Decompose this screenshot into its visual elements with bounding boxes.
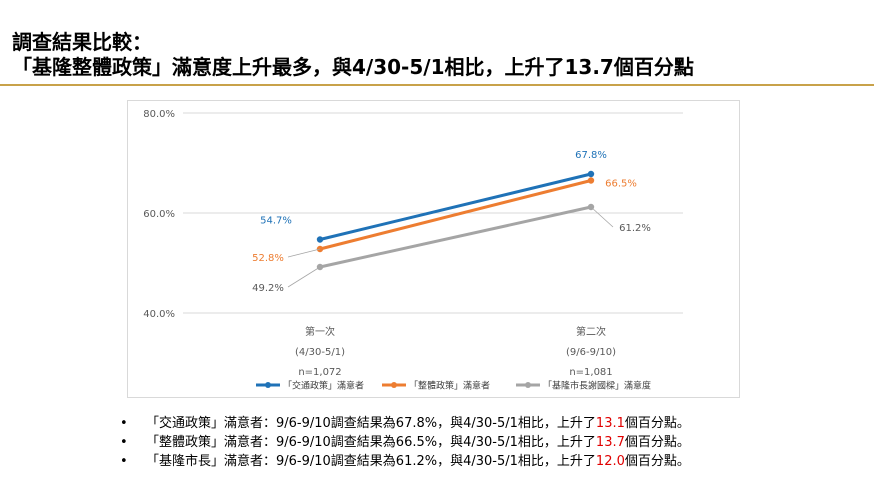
summary-item-traffic: • 「交通政策」滿意者：9/6-9/10調查結果為67.8%，與4/30-5/1… [118, 414, 858, 433]
chart-panel: 80.0% 60.0% 40.0% 第一次 (4/30-5/1) n=1,072 第二次 (9… [127, 100, 740, 398]
x-tick-label: n=1,081 [569, 367, 612, 378]
summary-item-overall: • 「整體政策」滿意者：9/6-9/10調查結果為66.5%，與4/30-5/1… [118, 433, 858, 452]
summary-suffix: 個百分點。 [624, 416, 690, 431]
label-leader [590, 206, 614, 228]
summary-suffix: 個百分點。 [624, 435, 690, 450]
summary-list: • 「交通政策」滿意者：9/6-9/10調查結果為67.8%，與4/30-5/1… [118, 414, 858, 471]
legend-marker [525, 382, 531, 388]
summary-value: 12.0 [595, 454, 625, 469]
legend-marker [265, 382, 271, 388]
x-tick-label: (9/6-9/10) [566, 347, 616, 358]
data-point [587, 170, 595, 178]
data-label: 61.2% [619, 223, 651, 234]
x-tick-label: 第二次 [576, 325, 606, 338]
series-line [319, 172, 592, 241]
data-label: 52.8% [252, 253, 284, 264]
bullet-marker: • [120, 416, 128, 431]
legend-label: 「基隆市長謝國樑」滿意度 [543, 380, 651, 392]
data-label: 54.7% [260, 216, 292, 227]
y-tick-label: 40.0% [143, 309, 175, 320]
line-chart: 80.0% 60.0% 40.0% 第一次 (4/30-5/1) n=1,072 第二次 (9… [143, 109, 683, 392]
bullet-marker: • [120, 454, 128, 469]
label-leader [287, 248, 321, 258]
data-label: 66.5% [605, 179, 637, 190]
bullet-marker: • [120, 435, 128, 450]
data-point [587, 177, 595, 184]
y-tick-label: 80.0% [143, 109, 175, 120]
page-subtitle: 「基隆整體政策」滿意度上升最多，與4/30-5/1相比，上升了13.7個百分點 [12, 55, 694, 79]
x-tick-label: n=1,072 [298, 367, 341, 378]
y-tick-label: 60.0% [143, 209, 175, 220]
page-title: 調查結果比較： [12, 30, 152, 54]
summary-text: 「基隆市長」滿意者：9/6-9/10調查結果為61.2%，與4/30-5/1相比… [146, 454, 596, 469]
legend-marker [391, 382, 397, 388]
legend-label: 「交通政策」滿意者 [283, 380, 364, 392]
series-line [319, 205, 592, 269]
data-label: 49.2% [252, 283, 284, 294]
summary-value: 13.1 [595, 416, 625, 431]
x-tick-label: (4/30-5/1) [295, 347, 345, 358]
series-line [319, 179, 592, 251]
data-point [316, 236, 324, 243]
legend-label: 「整體政策」滿意者 [409, 380, 490, 392]
title-divider [0, 84, 874, 86]
summary-text: 「整體政策」滿意者：9/6-9/10調查結果為66.5%，與4/30-5/1相比… [146, 435, 596, 450]
summary-item-mayor: • 「基隆市長」滿意者：9/6-9/10調查結果為61.2%，與4/30-5/1… [118, 452, 858, 471]
summary-text: 「交通政策」滿意者：9/6-9/10調查結果為67.8%，與4/30-5/1相比… [146, 416, 596, 431]
data-label: 67.8% [575, 150, 607, 161]
label-leader [287, 266, 321, 288]
summary-value: 13.7 [595, 435, 625, 450]
summary-suffix: 個百分點。 [624, 454, 690, 469]
x-tick-label: 第一次 [305, 325, 335, 338]
